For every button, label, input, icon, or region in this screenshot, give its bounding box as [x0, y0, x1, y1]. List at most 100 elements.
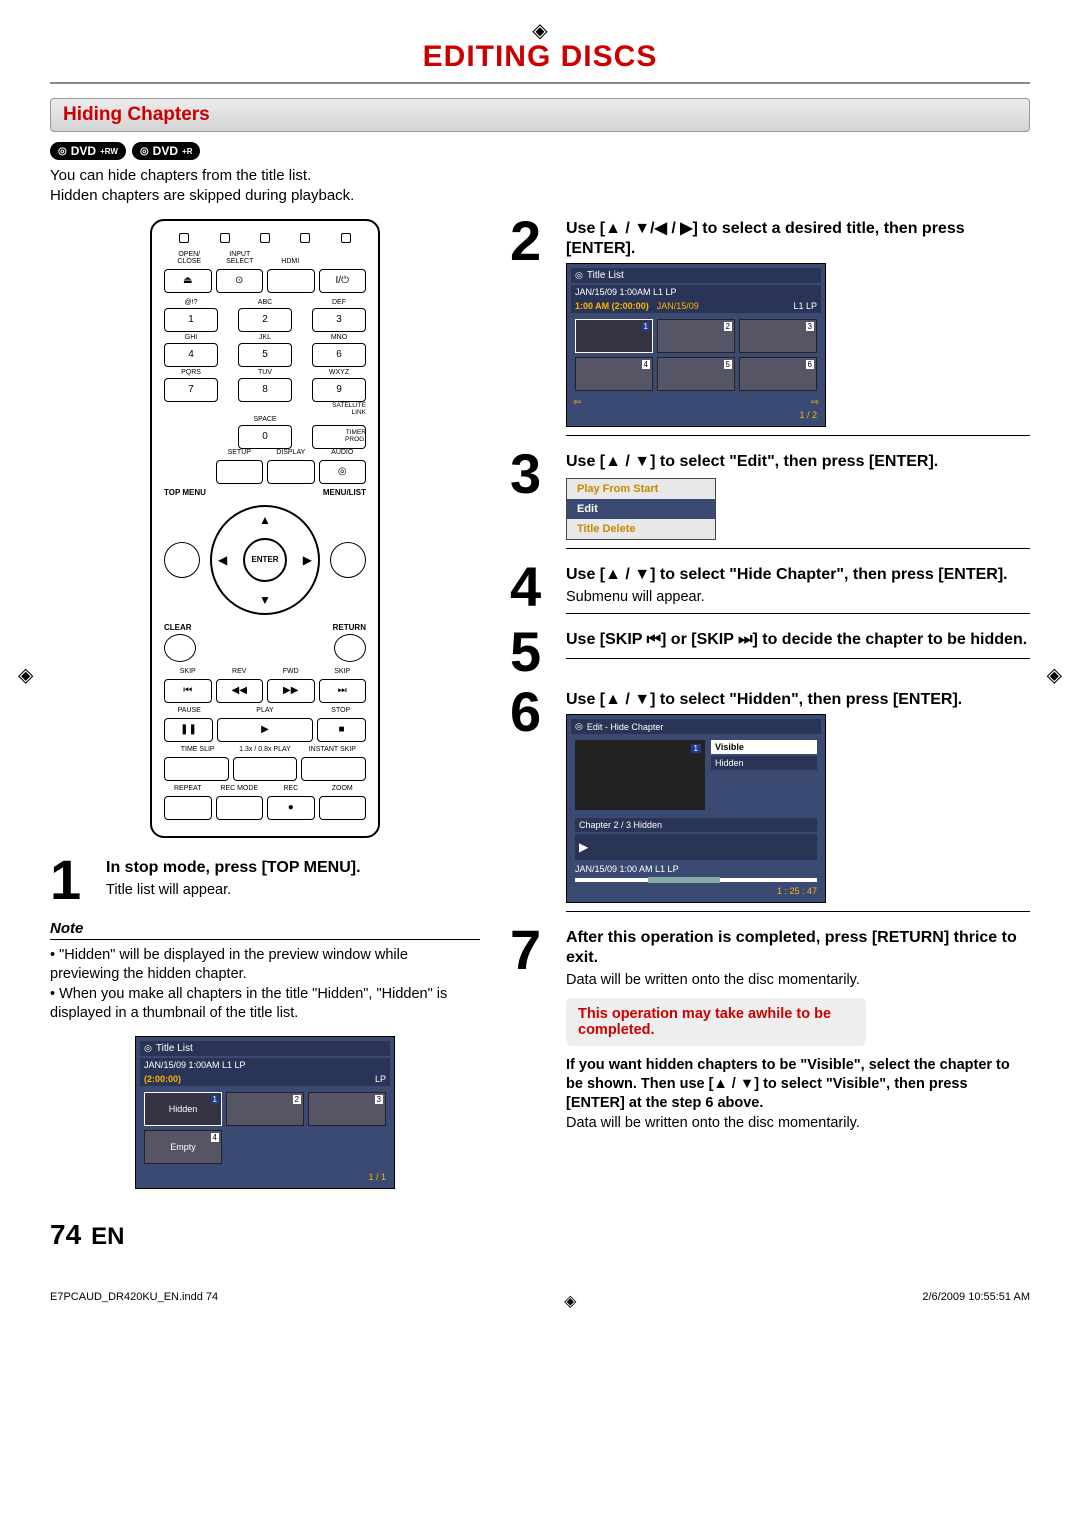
step-sub: Submenu will appear. [566, 589, 1030, 605]
footer-left: JAN/15/09 1:00 AM L1 LP [575, 864, 679, 874]
thumb: 3 [308, 1092, 386, 1126]
section-header: Hiding Chapters [50, 98, 1030, 132]
format-badges: DVD+RW DVD+R [50, 142, 1030, 160]
rm-enter: ENTER [243, 538, 287, 582]
rm-audio: ◎ [319, 460, 367, 484]
step-title: After this operation is completed, press… [566, 928, 1030, 968]
title-list-screen: Title List JAN/15/09 1:00AM L1 LP 1:00 A… [566, 263, 826, 427]
thumb: 4Empty [144, 1130, 222, 1164]
rm-key-4: 4 [164, 343, 218, 367]
step-title: Use [▲ / ▼/◀ / ▶] to select a desired ti… [566, 219, 1030, 259]
screen-footer: 1 / 2 [571, 408, 821, 422]
context-menu: Play From Start Edit Title Delete [566, 478, 716, 540]
rm-label: INSTANT SKIP [299, 746, 366, 753]
screen-header: Title List [571, 268, 821, 283]
thumb: 1 [575, 319, 653, 353]
rm-label: PQRS [164, 369, 218, 376]
screen-line: (2:00:00) LP [140, 1072, 390, 1086]
step-sub: Title list will appear. [106, 882, 480, 898]
rm-label: RETURN [333, 623, 366, 632]
print-footer: E7PCAUD_DR420KU_EN.indd 74 ◈ 2/6/2009 10… [50, 1291, 1030, 1311]
step-1: 1 In stop mode, press [TOP MENU]. Title … [50, 858, 480, 904]
menu-item: Play From Start [567, 479, 715, 499]
step-number: 5 [510, 630, 554, 675]
rm-return [334, 634, 366, 662]
title-rule [50, 82, 1030, 84]
rm-input-select: ⊙ [216, 269, 264, 293]
timeline: ▶ [575, 834, 817, 860]
rm-zoom [319, 796, 367, 820]
step-sub: Data will be written onto the disc momen… [566, 972, 1030, 988]
step-title: Use [▲ / ▼] to select "Hidden", then pre… [566, 690, 1030, 710]
intro-line: You can hide chapters from the title lis… [50, 166, 1030, 186]
step-3: 3 Use [▲ / ▼] to select "Edit", then pre… [510, 452, 1030, 549]
rm-skip-next: ⏭ [319, 679, 367, 703]
step-title: Use [▲ / ▼] to select "Hide Chapter", th… [566, 565, 1030, 585]
rm-setup [216, 460, 264, 484]
post-note: If you want hidden chapters to be "Visib… [566, 1056, 1030, 1113]
step-number: 2 [510, 219, 554, 436]
rm-stop: ■ [317, 718, 366, 742]
rm-label: REC MODE [216, 785, 264, 792]
rm-label: DEF [312, 299, 366, 306]
screen-line: JAN/15/09 1:00AM L1 LP [140, 1058, 390, 1072]
step-2: 2 Use [▲ / ▼/◀ / ▶] to select a desired … [510, 219, 1030, 436]
thumb: 2 [657, 319, 735, 353]
badge-dvdr: DVD+R [132, 142, 201, 160]
intro-text: You can hide chapters from the title lis… [50, 166, 1030, 207]
rm-label: ZOOM [319, 785, 367, 792]
screen-header: Edit - Hide Chapter [571, 719, 821, 734]
note-block: Note "Hidden" will be displayed in the p… [50, 920, 480, 1189]
rm-label: AUDIO [319, 449, 367, 456]
rm-open-close: ⏏ [164, 269, 212, 293]
thumb: 4 [575, 357, 653, 391]
step-number: 4 [510, 565, 554, 614]
thumb: 1Hidden [144, 1092, 222, 1126]
rm-label: SKIP [319, 668, 367, 675]
rm-key-6: 6 [312, 343, 366, 367]
rm-label: JKL [238, 334, 292, 341]
crop-mark: ◈ [564, 1291, 576, 1311]
callout-box: This operation may take awhile to be com… [566, 998, 866, 1046]
rm-rec: ● [267, 796, 315, 820]
rm-label: WXYZ [312, 369, 366, 376]
rm-label: GHI [164, 334, 218, 341]
step-6: 6 Use [▲ / ▼] to select "Hidden", then p… [510, 690, 1030, 912]
title-list-screen: Title List JAN/15/09 1:00AM L1 LP (2:00:… [135, 1036, 395, 1189]
rm-label: MNO [312, 334, 366, 341]
rm-menu-list [330, 542, 366, 578]
rm-key-1: 1 [164, 308, 218, 332]
rm-label: SATELLITE LINK [164, 402, 366, 416]
thumb: 5 [657, 357, 735, 391]
rm-label: SPACE [238, 416, 292, 423]
footer-time: 1 : 25 : 47 [777, 886, 817, 896]
crop-mark: ◈ [1047, 663, 1062, 688]
badge-dvdrw: DVD+RW [50, 142, 126, 160]
rm-key-5: 5 [238, 343, 292, 367]
note-heading: Note [50, 920, 480, 940]
note-item: When you make all chapters in the title … [50, 985, 480, 1024]
rm-label: TUV [238, 369, 292, 376]
rm-key-8: 8 [238, 378, 292, 402]
step-number: 6 [510, 690, 554, 912]
rm-label: FWD [267, 668, 315, 675]
crop-mark: ◈ [18, 663, 33, 688]
thumb: 3 [739, 319, 817, 353]
rm-label: PLAY [215, 707, 316, 714]
rm-label: STOP [316, 707, 367, 714]
option-visible: Visible [711, 740, 817, 754]
rm-label: HDMI [265, 258, 316, 265]
rm-label: REPEAT [164, 785, 212, 792]
screen-line: JAN/15/09 1:00AM L1 LP [571, 285, 821, 299]
menu-item-selected: Edit [567, 499, 715, 519]
page-title: EDITING DISCS [50, 40, 1030, 74]
step-number: 3 [510, 452, 554, 549]
rm-label: TIME SLIP [164, 746, 231, 753]
rm-hdmi [267, 269, 315, 293]
rm-label: @!? [164, 299, 218, 306]
step-number: 1 [50, 858, 94, 904]
step-4: 4 Use [▲ / ▼] to select "Hide Chapter", … [510, 565, 1030, 614]
rm-rev: ◀◀ [216, 679, 264, 703]
rm-fwd: ▶▶ [267, 679, 315, 703]
rm-label: SETUP [216, 449, 264, 456]
